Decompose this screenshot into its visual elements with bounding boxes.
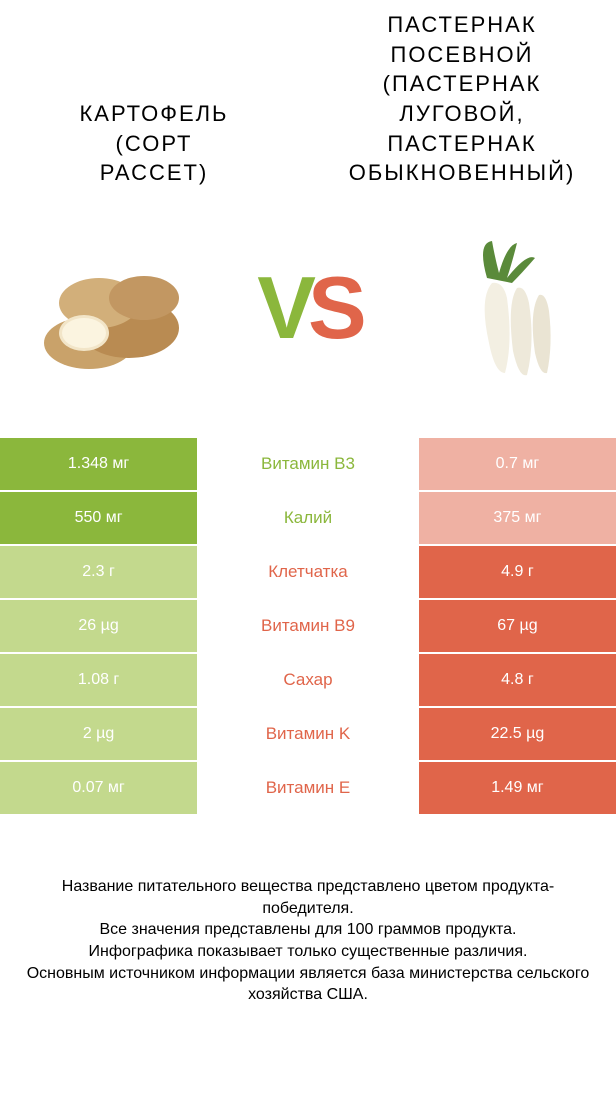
table-row: 0.07 мгВитамин E1.49 мг [0,762,616,816]
left-title-l2: (сорт [116,131,193,156]
right-title-l3: (Пастернак [383,71,542,96]
right-title: Пастернак посевной (Пастернак луговой, Пасте… [308,10,616,188]
nutrient-label: Витамин B9 [197,600,419,652]
table-row: 26 µgВитамин B967 µg [0,600,616,654]
table-row: 1.08 гСахар4.8 г [0,654,616,708]
right-title-l1: Пастернак [387,12,536,37]
table-row: 2.3 гКлетчатка4.9 г [0,546,616,600]
right-title-l2: посевной [391,42,534,67]
left-title-l3: Рассет) [100,160,209,185]
footnote-line-2: Все значения представлены для 100 граммо… [20,919,596,941]
left-title: Картофель (сорт Рассет) [0,99,308,188]
left-title-l1: Картофель [79,101,228,126]
right-value: 375 мг [419,492,616,544]
left-value: 550 мг [0,492,197,544]
nutrient-label: Витамин E [197,762,419,814]
right-value: 1.49 мг [419,762,616,814]
footnote-line-4: Основным источником информации является … [20,963,596,1006]
right-value: 22.5 µg [419,708,616,760]
right-value: 67 µg [419,600,616,652]
left-value: 2.3 г [0,546,197,598]
table-row: 1.348 мгВитамин B30.7 мг [0,438,616,492]
left-value: 26 µg [0,600,197,652]
left-value: 1.08 г [0,654,197,706]
left-product-image [29,223,199,393]
vs-v: V [257,264,308,352]
right-value: 4.8 г [419,654,616,706]
footnote: Название питательного вещества представл… [20,876,596,1006]
nutrient-label: Калий [197,492,419,544]
left-value: 0.07 мг [0,762,197,814]
footnote-line-1: Название питательного вещества представл… [20,876,596,919]
left-value: 1.348 мг [0,438,197,490]
right-title-l6: обыкновенный) [349,160,576,185]
right-value: 4.9 г [419,546,616,598]
nutrition-table: 1.348 мгВитамин B30.7 мг550 мгКалий375 м… [0,438,616,816]
nutrient-label: Сахар [197,654,419,706]
right-value: 0.7 мг [419,438,616,490]
nutrient-label: Витамин B3 [197,438,419,490]
nutrient-label: Витамин K [197,708,419,760]
right-title-l4: луговой, [399,101,524,126]
vs-label: VS [257,264,358,352]
footnote-line-3: Инфографика показывает только существенн… [20,941,596,963]
images-row: VS [0,198,616,418]
vs-s: S [308,264,359,352]
nutrient-label: Клетчатка [197,546,419,598]
left-value: 2 µg [0,708,197,760]
table-row: 2 µgВитамин K22.5 µg [0,708,616,762]
infographic-page: Картофель (сорт Рассет) Пастернак посевной (… [0,0,616,1006]
right-title-l5: Пастернак [387,131,536,156]
table-row: 550 мгКалий375 мг [0,492,616,546]
titles-row: Картофель (сорт Рассет) Пастернак посевной (… [0,10,616,188]
right-product-image [417,223,587,393]
